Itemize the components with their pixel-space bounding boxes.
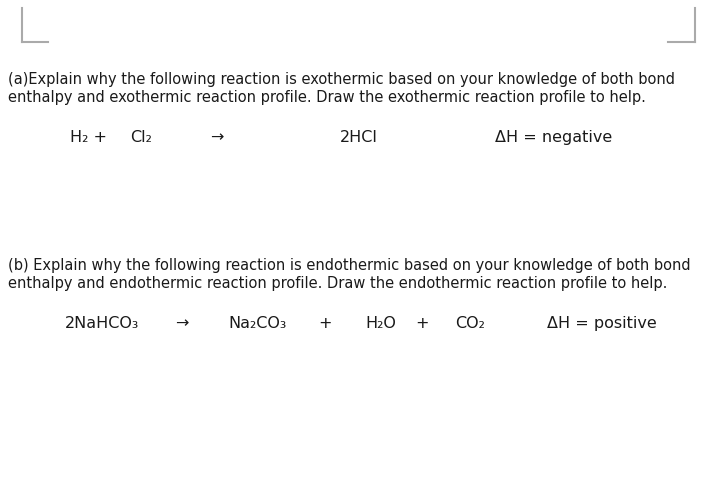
Text: enthalpy and exothermic reaction profile. Draw the exothermic reaction profile t: enthalpy and exothermic reaction profile… — [8, 90, 646, 105]
Text: 2NaHCO₃: 2NaHCO₃ — [65, 316, 140, 331]
Text: +: + — [415, 316, 428, 331]
Text: Na₂CO₃: Na₂CO₃ — [228, 316, 287, 331]
Text: +: + — [318, 316, 331, 331]
Text: H₂O: H₂O — [365, 316, 396, 331]
Text: 2HCl: 2HCl — [340, 130, 378, 145]
Text: →: → — [210, 130, 223, 145]
Text: ΔH = negative: ΔH = negative — [495, 130, 612, 145]
Text: →: → — [175, 316, 189, 331]
Text: enthalpy and endothermic reaction profile. Draw the endothermic reaction profile: enthalpy and endothermic reaction profil… — [8, 276, 667, 291]
Text: (b) Explain why the following reaction is endothermic based on your knowledge of: (b) Explain why the following reaction i… — [8, 258, 690, 273]
Text: (a)Explain why the following reaction is exothermic based on your knowledge of b: (a)Explain why the following reaction is… — [8, 72, 675, 87]
Text: Cl₂: Cl₂ — [130, 130, 152, 145]
Text: CO₂: CO₂ — [455, 316, 485, 331]
Text: H₂ +: H₂ + — [70, 130, 107, 145]
Text: ΔH = positive: ΔH = positive — [547, 316, 657, 331]
